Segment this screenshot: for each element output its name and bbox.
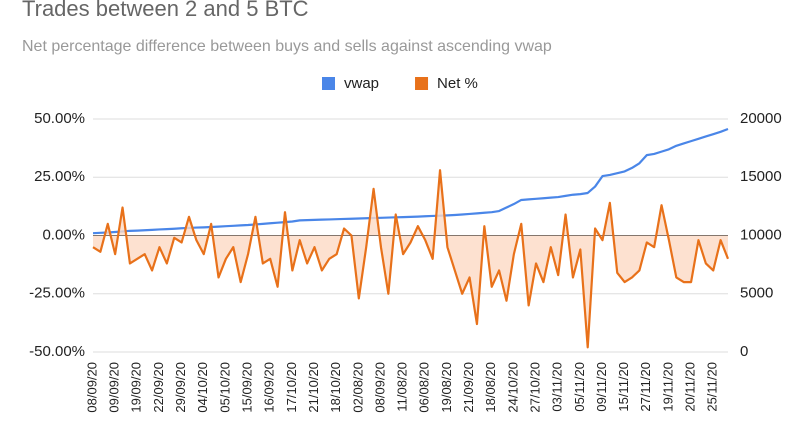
legend-swatch [322,77,335,90]
legend-label: Net % [437,75,478,92]
legend-swatch [415,77,429,90]
x-tick-label: 09/09/20 [107,362,122,413]
x-tick-label: 19/08/20 [439,362,454,413]
chart-title: Trades between 2 and 5 BTC [22,0,309,21]
x-tick-label: 04/10/20 [195,362,210,413]
area [93,170,728,348]
y-tick-label: 25.00% [34,168,85,185]
x-tick-label: 22/09/20 [151,362,166,413]
x-tick-label: 24/10/20 [505,362,520,413]
x-tick-label: 19/11/20 [660,362,675,412]
x-tick-label: 11/08/20 [395,362,410,412]
chart-subtitle: Net percentage difference between buys a… [22,38,552,55]
y-tick-label: 50.00% [34,110,85,127]
x-tick-label: 25/11/20 [705,362,720,412]
y2-tick-label: 0 [740,343,748,360]
x-tick-label: 18/10/20 [328,362,343,413]
y2-tick-label: 20000 [740,110,782,127]
y2-tick-label: 10000 [740,226,782,243]
x-tick-label: 20/11/20 [683,362,698,412]
y-tick-label: -50.00% [29,343,85,360]
y-tick-label: -25.00% [29,285,85,302]
x-tick-label: 05/10/20 [217,362,232,413]
x-tick-label: 21/10/20 [306,362,321,413]
x-tick-label: 15/09/20 [239,362,254,413]
x-tick-label: 06/08/20 [417,362,432,413]
legend-label: vwap [344,75,379,92]
series-line [92,127,729,235]
x-tick-label: 03/11/20 [550,362,565,412]
x-tick-label: 17/10/20 [284,362,299,413]
y2-tick-label: 15000 [740,168,782,185]
x-tick-label: 18/08/20 [483,362,498,413]
x-tick-label: 02/08/20 [350,362,365,413]
x-tick-label: 27/11/20 [638,362,653,412]
x-tick-label: 08/09/20 [372,362,387,413]
series-line [92,169,730,349]
x-tick-label: 19/09/20 [129,362,144,413]
y-tick-label: 0.00% [42,226,85,243]
x-tick-label: 15/11/20 [616,362,631,412]
x-tick-label: 21/09/20 [461,362,476,413]
y2-tick-label: 5000 [740,285,773,302]
x-tick-label: 05/11/20 [572,362,587,412]
x-tick-label: 09/11/20 [594,362,609,412]
x-tick-label: 27/10/20 [527,362,542,413]
x-tick-label: 08/09/20 [84,362,99,413]
x-tick-label: 16/09/20 [262,362,277,413]
x-tick-label: 29/09/20 [173,362,188,413]
